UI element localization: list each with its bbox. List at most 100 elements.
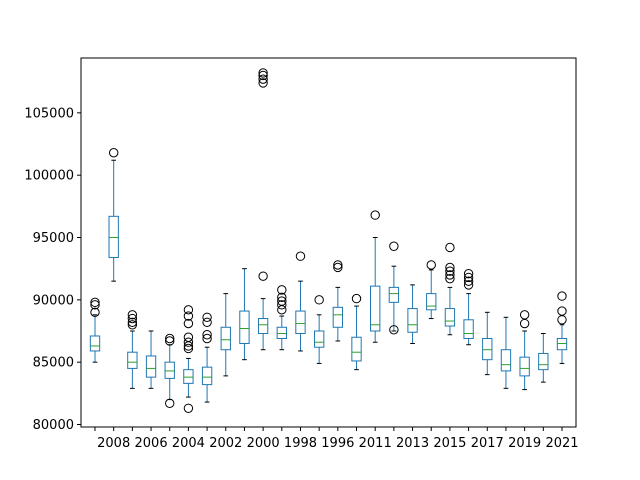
outlier-point: [183, 311, 194, 321]
outlier-point: [445, 262, 455, 273]
y-tick-label: 95000: [33, 231, 74, 246]
box-body: [500, 349, 512, 372]
outlier-point: [463, 276, 474, 286]
y-tick-label: 105000: [24, 106, 74, 121]
outlier-point: [258, 68, 268, 78]
x-tick-label: 2006: [135, 436, 168, 451]
outlier-point: [183, 343, 194, 354]
y-axis: 80000 85000 90000 95000 100000 105000: [24, 106, 81, 433]
outlier-point: [426, 260, 436, 270]
box-group: [519, 310, 530, 391]
box-group: [500, 316, 512, 389]
boxes-layer: [89, 68, 568, 414]
box-group: [426, 260, 437, 320]
outlier-point: [463, 272, 474, 283]
y-tick-label: 80000: [33, 418, 74, 433]
box-body: [220, 326, 231, 351]
box-group: [444, 242, 456, 336]
box-body: [370, 285, 381, 332]
box-body: [519, 356, 530, 377]
box-body: [108, 215, 119, 258]
outlier-point: [183, 332, 194, 342]
outlier-point: [463, 268, 474, 279]
x-tick-label: 1996: [321, 436, 354, 451]
outlier-point: [333, 262, 343, 273]
outlier-point: [127, 317, 138, 327]
outlier-point: [165, 333, 175, 344]
box-group: [482, 311, 493, 376]
box-group: [108, 148, 119, 282]
outlier-point: [90, 307, 100, 318]
box-group: [145, 330, 157, 389]
box-group: [313, 295, 325, 364]
outlier-point: [333, 260, 343, 270]
box-group: [295, 251, 306, 352]
box-group: [332, 260, 344, 342]
outlier-point: [258, 70, 268, 81]
box-group: [351, 293, 362, 371]
x-axis: 2008 2006 2004 2002 2000 1998 1996 2011 2013 2015…: [94, 427, 579, 451]
box-body: [463, 319, 474, 339]
box-body: [426, 293, 437, 311]
x-tick-label: 2017: [471, 436, 504, 451]
outlier-point: [277, 300, 287, 310]
box-group: [276, 285, 287, 351]
x-tick-label: 2019: [508, 436, 541, 451]
x-tick-label: 2008: [97, 436, 130, 451]
x-tick-label: 2021: [545, 436, 578, 451]
outlier-point: [183, 403, 194, 414]
outlier-point: [127, 310, 138, 320]
outlier-point: [557, 306, 567, 316]
outlier-point: [202, 317, 212, 327]
box-body: [444, 308, 456, 327]
outlier-point: [258, 78, 268, 88]
outlier-point: [202, 333, 212, 344]
outlier-point: [277, 296, 287, 306]
outlier-point: [445, 273, 455, 284]
outlier-point: [165, 336, 175, 346]
y-tick-label: 85000: [33, 356, 74, 371]
outlier-point: [183, 318, 194, 329]
box-group: [183, 305, 194, 414]
outlier-point: [277, 285, 287, 295]
box-body: [257, 318, 269, 335]
outlier-point: [90, 300, 100, 310]
box-body: [407, 308, 418, 333]
box-body: [556, 337, 568, 351]
x-tick-label: 2011: [359, 436, 392, 451]
outlier-point: [258, 271, 268, 281]
box-group: [201, 312, 213, 403]
outlier-point: [445, 270, 455, 280]
outlier-point: [445, 266, 455, 276]
box-group: [257, 68, 269, 351]
outlier-point: [90, 297, 100, 308]
box-body: [164, 361, 175, 379]
box-group: [89, 297, 101, 363]
outlier-point: [519, 310, 530, 320]
box-group: [239, 268, 250, 361]
box-body: [183, 369, 194, 384]
box-group: [370, 210, 381, 343]
outlier-point: [463, 280, 474, 290]
outlier-point: [165, 398, 175, 409]
y-tick-label: 90000: [33, 293, 74, 308]
box-body: [388, 286, 400, 303]
x-tick-label: 1998: [284, 436, 317, 451]
plot-frame: [80, 57, 577, 428]
outlier-point: [557, 291, 567, 301]
outlier-point: [108, 148, 119, 158]
x-tick-label: 2004: [172, 436, 205, 451]
box-body: [332, 306, 344, 328]
box-group: [388, 241, 400, 335]
box-body: [89, 335, 101, 352]
outlier-point: [277, 292, 287, 303]
outlier-point: [314, 295, 324, 305]
box-group: [556, 291, 568, 364]
outlier-point: [183, 305, 194, 315]
outlier-point: [445, 242, 455, 253]
outlier-point: [295, 251, 306, 261]
box-body: [127, 351, 138, 369]
